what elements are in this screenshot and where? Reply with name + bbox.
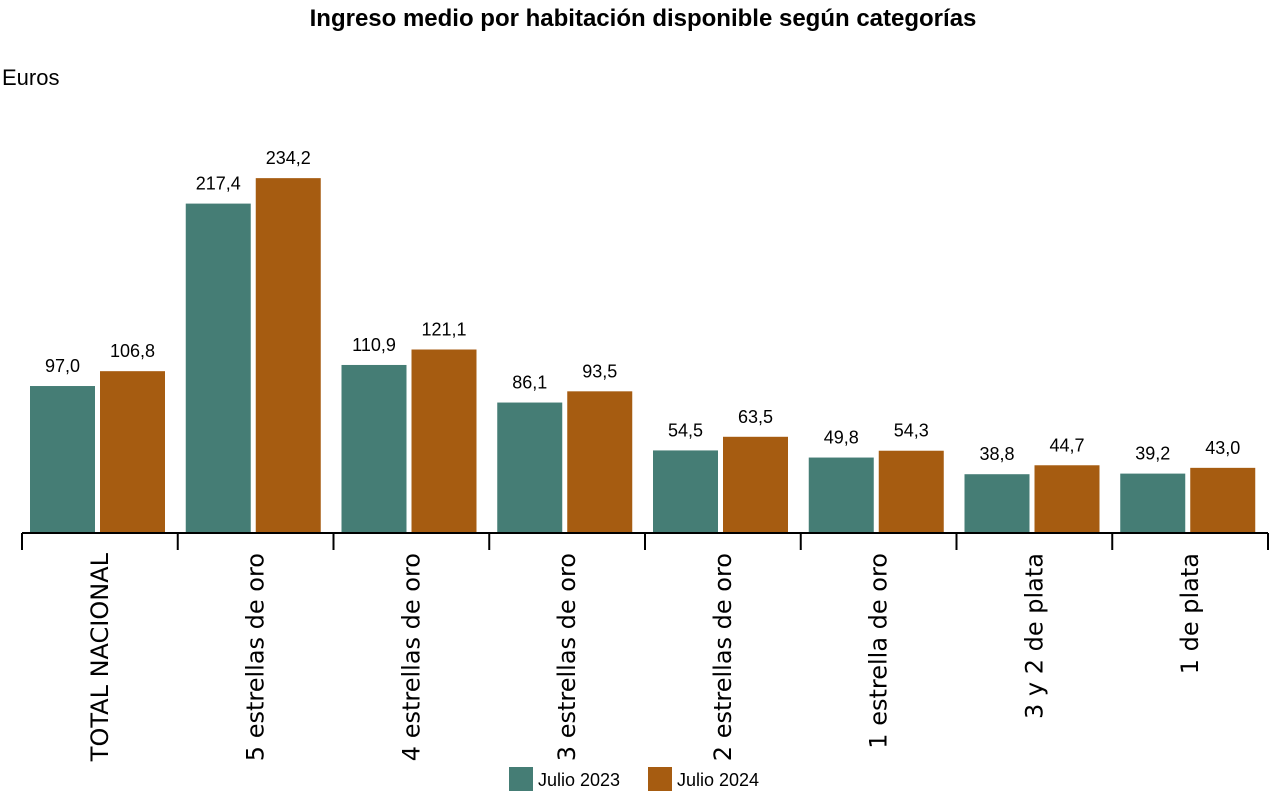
data-label: 49,8 <box>824 428 859 448</box>
category-label: 2 estrellas de oro <box>709 553 737 761</box>
legend-swatch <box>648 767 672 791</box>
bar-2024 <box>567 391 633 533</box>
bar-2023 <box>185 203 251 533</box>
chart-title: Ingreso medio por habitación disponible … <box>309 5 977 32</box>
y-unit-label: Euros <box>2 65 60 90</box>
data-label: 110,9 <box>352 335 396 355</box>
bar-2023 <box>808 457 874 533</box>
data-label: 93,5 <box>582 361 617 381</box>
bar-2024 <box>1190 467 1256 533</box>
category-label: 1 estrella de oro <box>865 553 893 749</box>
bar-2024 <box>878 450 944 533</box>
data-label: 97,0 <box>45 356 80 376</box>
category-label: 3 estrellas de oro <box>553 553 581 761</box>
category-label: 5 estrellas de oro <box>242 553 270 761</box>
legend-label: Julio 2024 <box>677 770 759 790</box>
data-label: 54,5 <box>668 420 703 440</box>
bar-2023 <box>1120 473 1186 533</box>
category-label: 4 estrellas de oro <box>397 553 425 761</box>
bar-2023 <box>30 386 95 533</box>
data-label: 121,1 <box>421 320 466 340</box>
bar-2024 <box>255 178 321 533</box>
bar-2023 <box>341 364 407 533</box>
data-label: 43,0 <box>1205 438 1240 458</box>
data-label: 234,2 <box>266 148 311 168</box>
bar-2024 <box>1034 465 1100 533</box>
data-label: 63,5 <box>738 407 773 427</box>
bar-2023 <box>964 474 1030 533</box>
bar-2024 <box>100 371 165 533</box>
data-label: 217,4 <box>196 174 241 194</box>
bar-2023 <box>497 402 563 533</box>
bar-2023 <box>653 450 718 533</box>
data-label: 86,1 <box>512 373 547 393</box>
data-label: 106,8 <box>110 341 155 361</box>
legend-label: Julio 2023 <box>538 770 620 790</box>
category-label: 3 y 2 de plata <box>1020 553 1048 719</box>
data-label: 44,7 <box>1049 435 1084 455</box>
legend-swatch <box>509 767 533 791</box>
data-label: 38,8 <box>979 444 1014 464</box>
category-label: TOTAL NACIONAL <box>86 552 114 762</box>
data-label: 39,2 <box>1135 444 1170 464</box>
data-label: 54,3 <box>894 421 929 441</box>
bar-2024 <box>723 436 788 533</box>
bar-2024 <box>411 349 477 533</box>
category-label: 1 de plata <box>1176 553 1204 674</box>
